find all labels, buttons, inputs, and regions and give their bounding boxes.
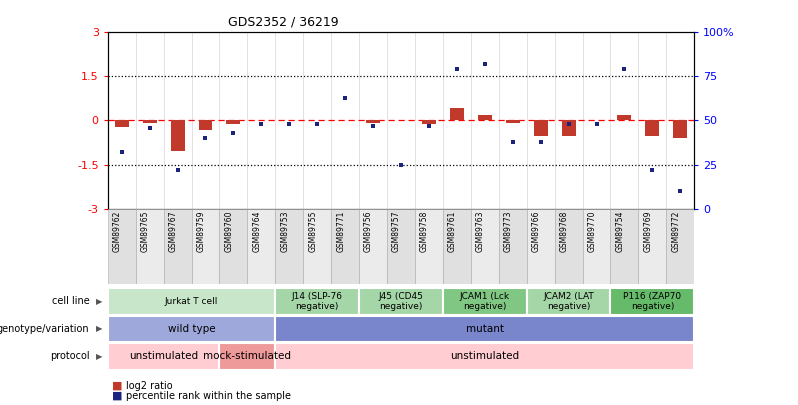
Bar	[618, 115, 631, 121]
Bar	[275, 209, 303, 284]
Bar	[199, 121, 212, 130]
Text: ■: ■	[112, 391, 122, 401]
Bar	[610, 288, 694, 315]
Bar	[171, 121, 184, 151]
Bar	[136, 209, 164, 284]
Bar	[443, 209, 471, 284]
Text: GSM89772: GSM89772	[671, 211, 680, 252]
Text: GSM89759: GSM89759	[196, 211, 206, 252]
Bar	[275, 343, 694, 370]
Bar	[646, 121, 659, 136]
Bar	[674, 121, 687, 138]
Text: GSM89757: GSM89757	[392, 211, 401, 252]
Text: GSM89754: GSM89754	[615, 211, 624, 252]
Text: cell line: cell line	[52, 296, 89, 306]
Bar	[422, 121, 436, 124]
Text: protocol: protocol	[49, 352, 89, 361]
Text: log2 ratio: log2 ratio	[126, 381, 172, 390]
Text: GSM89770: GSM89770	[587, 211, 596, 252]
Bar	[219, 209, 247, 284]
Bar	[450, 108, 464, 121]
Bar	[610, 209, 638, 284]
Text: mock-stimulated: mock-stimulated	[203, 352, 291, 361]
Bar	[108, 343, 219, 370]
Text: Jurkat T cell: Jurkat T cell	[165, 297, 218, 306]
Bar	[219, 343, 275, 370]
Text: GSM89761: GSM89761	[448, 211, 456, 252]
Text: J45 (CD45
negative): J45 (CD45 negative)	[378, 292, 424, 311]
Text: P116 (ZAP70
negative): P116 (ZAP70 negative)	[623, 292, 681, 311]
Text: GSM89765: GSM89765	[140, 211, 150, 252]
Text: percentile rank within the sample: percentile rank within the sample	[126, 391, 291, 401]
Bar	[247, 209, 275, 284]
Bar	[638, 209, 666, 284]
Bar	[108, 288, 275, 315]
Text: GSM89763: GSM89763	[476, 211, 484, 252]
Text: GSM89767: GSM89767	[168, 211, 177, 252]
Text: unstimulated: unstimulated	[450, 352, 519, 361]
Bar	[506, 121, 519, 124]
Text: JCAM1 (Lck
negative): JCAM1 (Lck negative)	[460, 292, 510, 311]
Bar	[562, 121, 575, 136]
Bar	[164, 209, 192, 284]
Text: GDS2352 / 36219: GDS2352 / 36219	[228, 15, 339, 28]
Text: unstimulated: unstimulated	[129, 352, 198, 361]
Text: JCAM2 (LAT
negative): JCAM2 (LAT negative)	[543, 292, 594, 311]
Bar	[108, 209, 136, 284]
Text: GSM89769: GSM89769	[643, 211, 653, 252]
Bar	[478, 115, 492, 121]
Text: GSM89764: GSM89764	[252, 211, 261, 252]
Text: GSM89760: GSM89760	[224, 211, 233, 252]
Bar	[583, 209, 610, 284]
Text: ▶: ▶	[96, 297, 102, 306]
Bar	[527, 209, 555, 284]
Bar	[666, 209, 694, 284]
Bar	[387, 209, 415, 284]
Text: GSM89766: GSM89766	[531, 211, 541, 252]
Text: ▶: ▶	[96, 352, 102, 361]
Bar	[359, 209, 387, 284]
Bar	[359, 288, 443, 315]
Text: GSM89755: GSM89755	[308, 211, 317, 252]
Text: GSM89762: GSM89762	[113, 211, 121, 252]
Text: GSM89773: GSM89773	[504, 211, 512, 252]
Text: wild type: wild type	[168, 324, 215, 334]
Bar	[331, 209, 359, 284]
Text: ■: ■	[112, 381, 122, 390]
Bar	[108, 315, 275, 342]
Bar	[192, 209, 219, 284]
Text: mutant: mutant	[466, 324, 504, 334]
Text: GSM89771: GSM89771	[336, 211, 345, 252]
Text: GSM89768: GSM89768	[559, 211, 568, 252]
Bar	[275, 288, 359, 315]
Bar	[415, 209, 443, 284]
Bar	[527, 288, 610, 315]
Text: J14 (SLP-76
negative): J14 (SLP-76 negative)	[292, 292, 342, 311]
Bar	[275, 315, 694, 342]
Bar	[471, 209, 499, 284]
Text: GSM89753: GSM89753	[280, 211, 289, 252]
Text: GSM89758: GSM89758	[420, 211, 429, 252]
Text: ▶: ▶	[96, 324, 102, 333]
Bar	[534, 121, 547, 136]
Bar	[555, 209, 583, 284]
Text: GSM89756: GSM89756	[364, 211, 373, 252]
Bar	[227, 121, 240, 124]
Text: genotype/variation: genotype/variation	[0, 324, 89, 334]
Bar	[366, 121, 380, 123]
Bar	[303, 209, 331, 284]
Bar	[443, 288, 527, 315]
Bar	[143, 121, 156, 123]
Bar	[499, 209, 527, 284]
Bar	[115, 121, 128, 127]
